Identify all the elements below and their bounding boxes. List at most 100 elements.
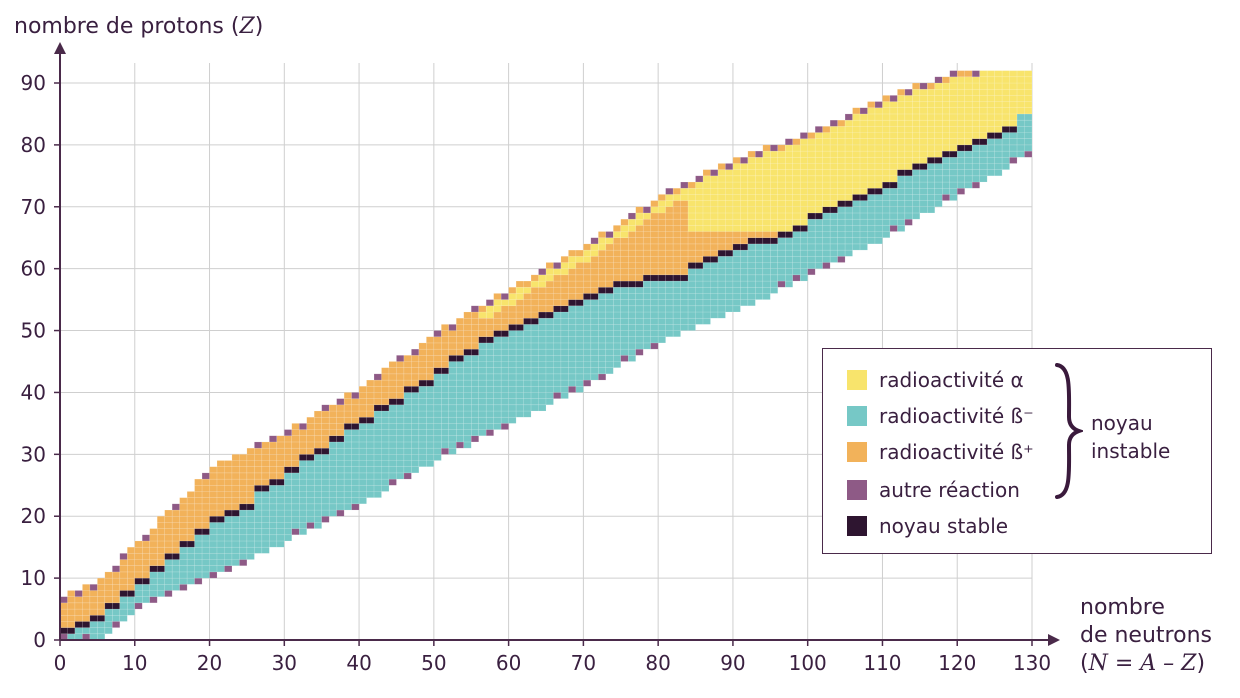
nuclide-cell-beta-minus [478, 392, 487, 399]
nuclide-cell-beta-plus [485, 330, 494, 337]
nuclide-cell-beta-plus [702, 249, 711, 257]
nuclide-cell-beta-minus [919, 181, 928, 189]
nuclide-cell-beta-minus [299, 515, 307, 523]
nuclide-cell-beta-plus [284, 447, 293, 455]
nuclide-cell-alpha [755, 175, 764, 183]
nuclide-cell-beta-minus [388, 416, 397, 424]
nuclide-cell-beta-plus [366, 398, 375, 406]
nuclide-cell-beta-plus [642, 262, 651, 269]
nuclide-cell-beta-minus [1009, 144, 1018, 152]
nuclide-cell-beta-minus [254, 528, 263, 536]
nuclide-cell-beta-minus [807, 262, 816, 269]
nuclide-cell-stable [620, 280, 629, 288]
nuclide-cell-beta-plus [194, 497, 203, 505]
nuclide-cell-beta-plus [261, 447, 270, 455]
nuclide-cell-beta-minus [418, 404, 427, 412]
nuclide-cell-beta-plus [657, 225, 666, 232]
nuclide-cell-beta-plus [224, 497, 233, 505]
nuclide-cell-beta-minus [306, 497, 315, 505]
nuclide-cell-beta-plus [448, 342, 457, 350]
legend: radioactivité α radioactivité ß⁻ radioac… [822, 348, 1212, 554]
nuclide-cell-beta-minus [313, 485, 322, 492]
nuclide-cell-beta-minus [702, 262, 711, 269]
nuclide-cell-other [1024, 150, 1033, 158]
nuclide-cell-alpha [904, 157, 913, 164]
nuclide-cell-beta-plus [209, 503, 218, 511]
nuclide-cell-beta-plus [89, 596, 98, 604]
nuclide-cell-other [134, 602, 143, 610]
nuclide-cell-beta-minus [560, 367, 569, 375]
nuclide-cell-beta-minus [149, 584, 158, 591]
nuclide-cell-beta-minus [538, 317, 547, 325]
nuclide-cell-beta-minus [171, 571, 180, 579]
nuclide-cell-beta-plus [882, 95, 891, 102]
nuclide-cell-stable [605, 286, 614, 294]
nuclide-cell-beta-minus [740, 280, 749, 288]
nuclide-cell-other [194, 577, 203, 585]
nuclide-cell-beta-minus [328, 497, 337, 505]
nuclide-cell-other [583, 379, 592, 387]
nuclide-cell-beta-minus [381, 466, 390, 474]
nuclide-cell-beta-plus [725, 231, 734, 238]
nuclide-cell-beta-minus [426, 392, 435, 399]
nuclide-cell-stable [732, 243, 741, 251]
nuclide-cell-beta-minus [672, 305, 681, 313]
nuclide-cell-beta-plus [687, 249, 696, 257]
nuclide-cell-beta-plus [530, 299, 539, 307]
nuclide-cell-beta-minus [186, 577, 195, 585]
nuclide-cell-alpha [837, 181, 846, 189]
nuclide-cell-alpha [717, 212, 726, 220]
nuclide-cell-stable [418, 379, 427, 387]
nuclide-cell-beta-minus [291, 515, 300, 523]
nuclide-cell-beta-plus [433, 355, 442, 362]
nuclide-cell-beta-minus [254, 546, 263, 554]
nuclide-cell-alpha [740, 200, 749, 208]
nuclide-cell-alpha [770, 218, 779, 226]
nuclide-cell-beta-minus [934, 187, 943, 195]
nuclide-cell-beta-plus [388, 361, 397, 368]
nuclide-cell-beta-minus [575, 361, 584, 368]
nuclide-cell-beta-minus [740, 262, 749, 269]
nuclide-cell-beta-minus [381, 447, 390, 455]
nuclide-cell-beta-plus [665, 268, 674, 276]
nuclide-cell-beta-plus [620, 218, 629, 226]
nuclide-cell-alpha [695, 181, 704, 189]
nuclide-cell-beta-minus [358, 466, 367, 474]
nuclide-cell-alpha [889, 138, 898, 146]
nuclide-cell-alpha [822, 194, 831, 201]
nuclide-cell-alpha [485, 311, 494, 319]
nuclide-cell-beta-plus [426, 367, 435, 375]
nuclide-cell-alpha [927, 101, 936, 109]
nuclide-cell-beta-minus [306, 472, 315, 480]
nuclide-cell-beta-minus [485, 367, 494, 375]
nuclide-cell-beta-plus [156, 559, 165, 566]
nuclide-cell-beta-minus [328, 454, 337, 461]
nuclide-cell-beta-plus [186, 509, 195, 517]
nuclide-cell-alpha [710, 181, 719, 189]
nuclide-cell-alpha [927, 126, 936, 133]
nuclide-cell-alpha [927, 144, 936, 152]
nuclide-cell-beta-minus [1024, 132, 1033, 139]
nuclide-cell-beta-minus [418, 429, 427, 437]
nuclide-cell-beta-minus [994, 138, 1003, 146]
nuclide-cell-beta-minus [284, 472, 293, 480]
nuclide-cell-beta-plus [396, 392, 405, 399]
nuclide-cell-beta-minus [785, 280, 793, 288]
nuclide-cell-alpha [934, 88, 943, 96]
nuclide-cell-beta-minus [306, 509, 315, 517]
nuclide-cell-alpha [785, 157, 793, 164]
nuclide-cell-beta-plus [313, 435, 322, 443]
nuclide-cell-alpha [829, 181, 838, 189]
nuclide-cell-beta-minus [463, 355, 472, 362]
nuclide-cell-beta-minus [441, 373, 450, 381]
nuclide-cell-other [956, 187, 965, 195]
nuclide-cell-alpha [799, 144, 808, 152]
nuclide-cell-beta-plus [426, 342, 435, 350]
nuclide-cell-beta-minus [829, 249, 838, 257]
nuclide-cell-beta-plus [269, 441, 278, 449]
nuclide-cell-alpha [919, 113, 928, 121]
nuclide-cell-beta-minus [740, 249, 749, 257]
nuclide-cell-beta-plus [538, 299, 547, 307]
nuclide-cell-beta-plus [650, 268, 659, 276]
nuclide-cell-beta-plus [897, 88, 906, 96]
